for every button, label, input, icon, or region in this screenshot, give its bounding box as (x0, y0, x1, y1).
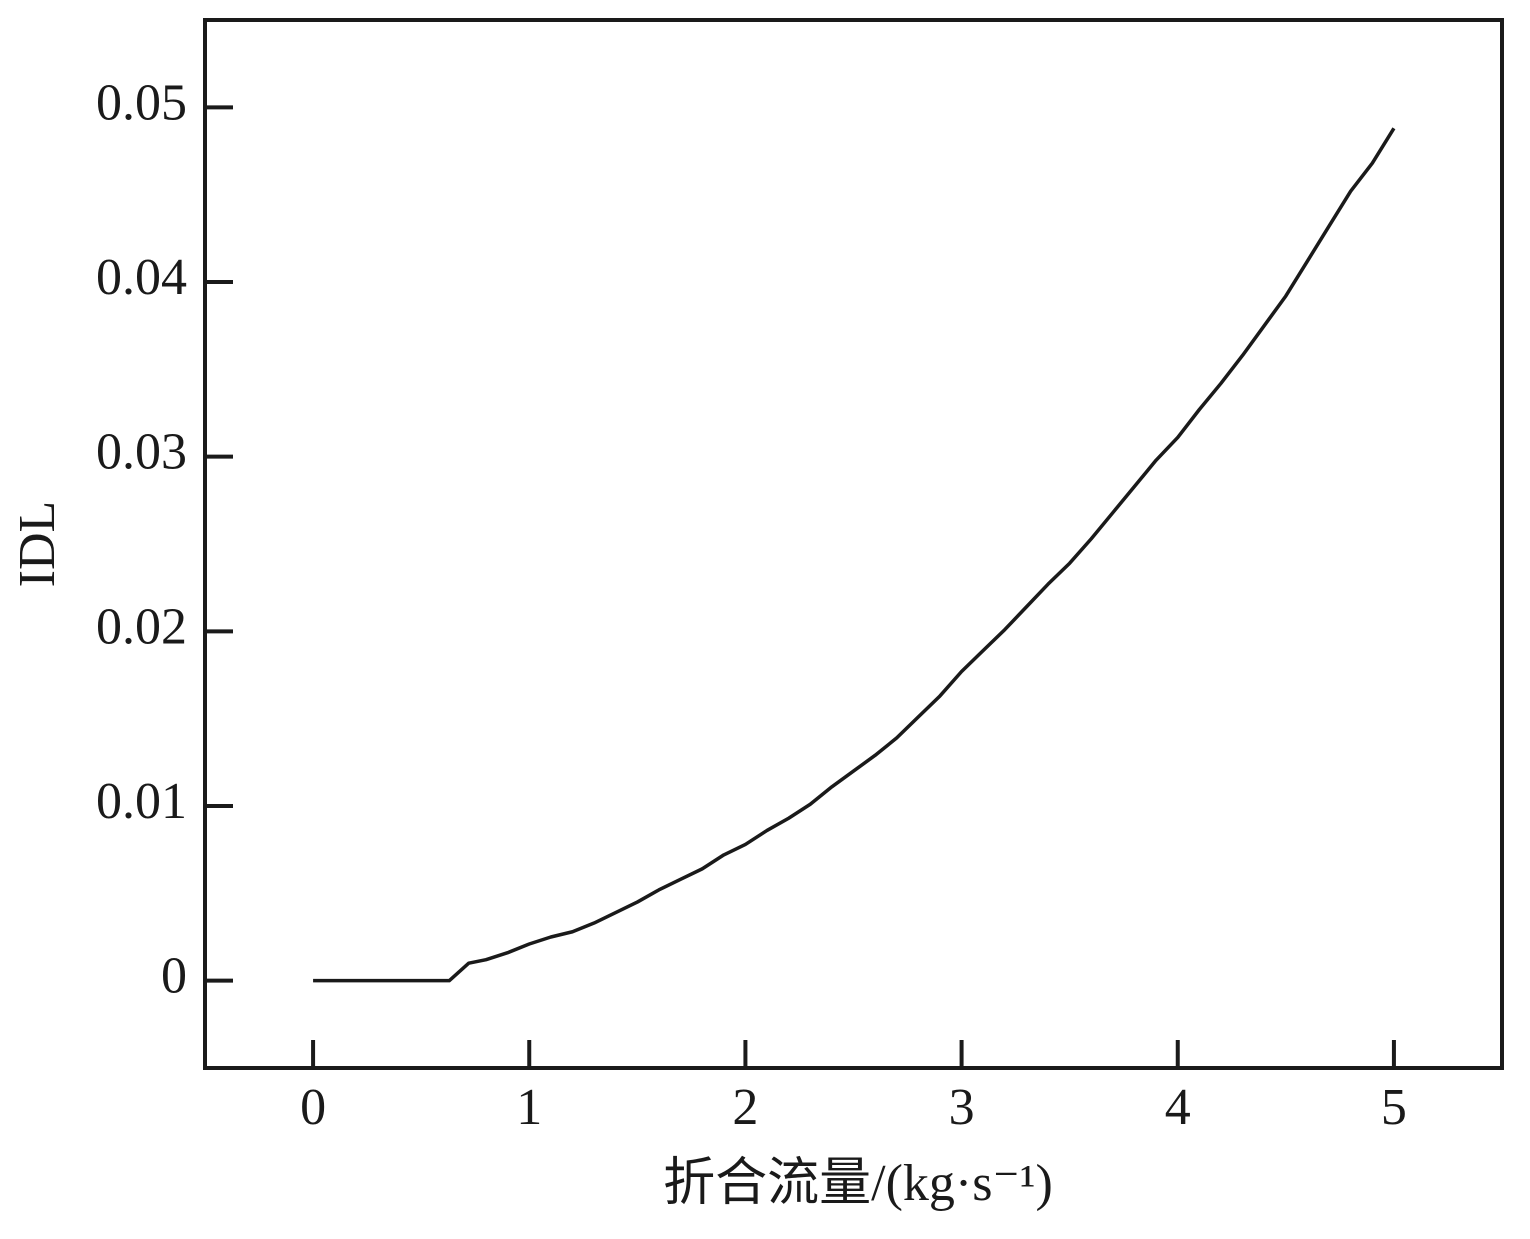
x-tick-label: 3 (949, 1079, 975, 1136)
y-tick-label: 0.05 (96, 74, 187, 131)
y-axis-label: IDL (9, 501, 66, 588)
plot-frame (203, 18, 1504, 1070)
y-tick-label: 0.01 (96, 773, 187, 830)
x-tick-label: 1 (516, 1079, 542, 1136)
y-tick-label: 0.02 (96, 598, 187, 655)
x-tick-label: 0 (300, 1079, 326, 1136)
y-tick-label: 0.03 (96, 424, 187, 481)
x-axis-label: 折合流量/(kg·s⁻¹) (663, 1155, 1053, 1212)
y-tick-label: 0.04 (96, 249, 187, 306)
data-line (313, 127, 1396, 983)
x-tick-label: 4 (1165, 1079, 1191, 1136)
x-tick-label: 5 (1381, 1079, 1407, 1136)
x-tick-label: 2 (732, 1079, 758, 1136)
y-tick-label: 0 (161, 948, 187, 1005)
